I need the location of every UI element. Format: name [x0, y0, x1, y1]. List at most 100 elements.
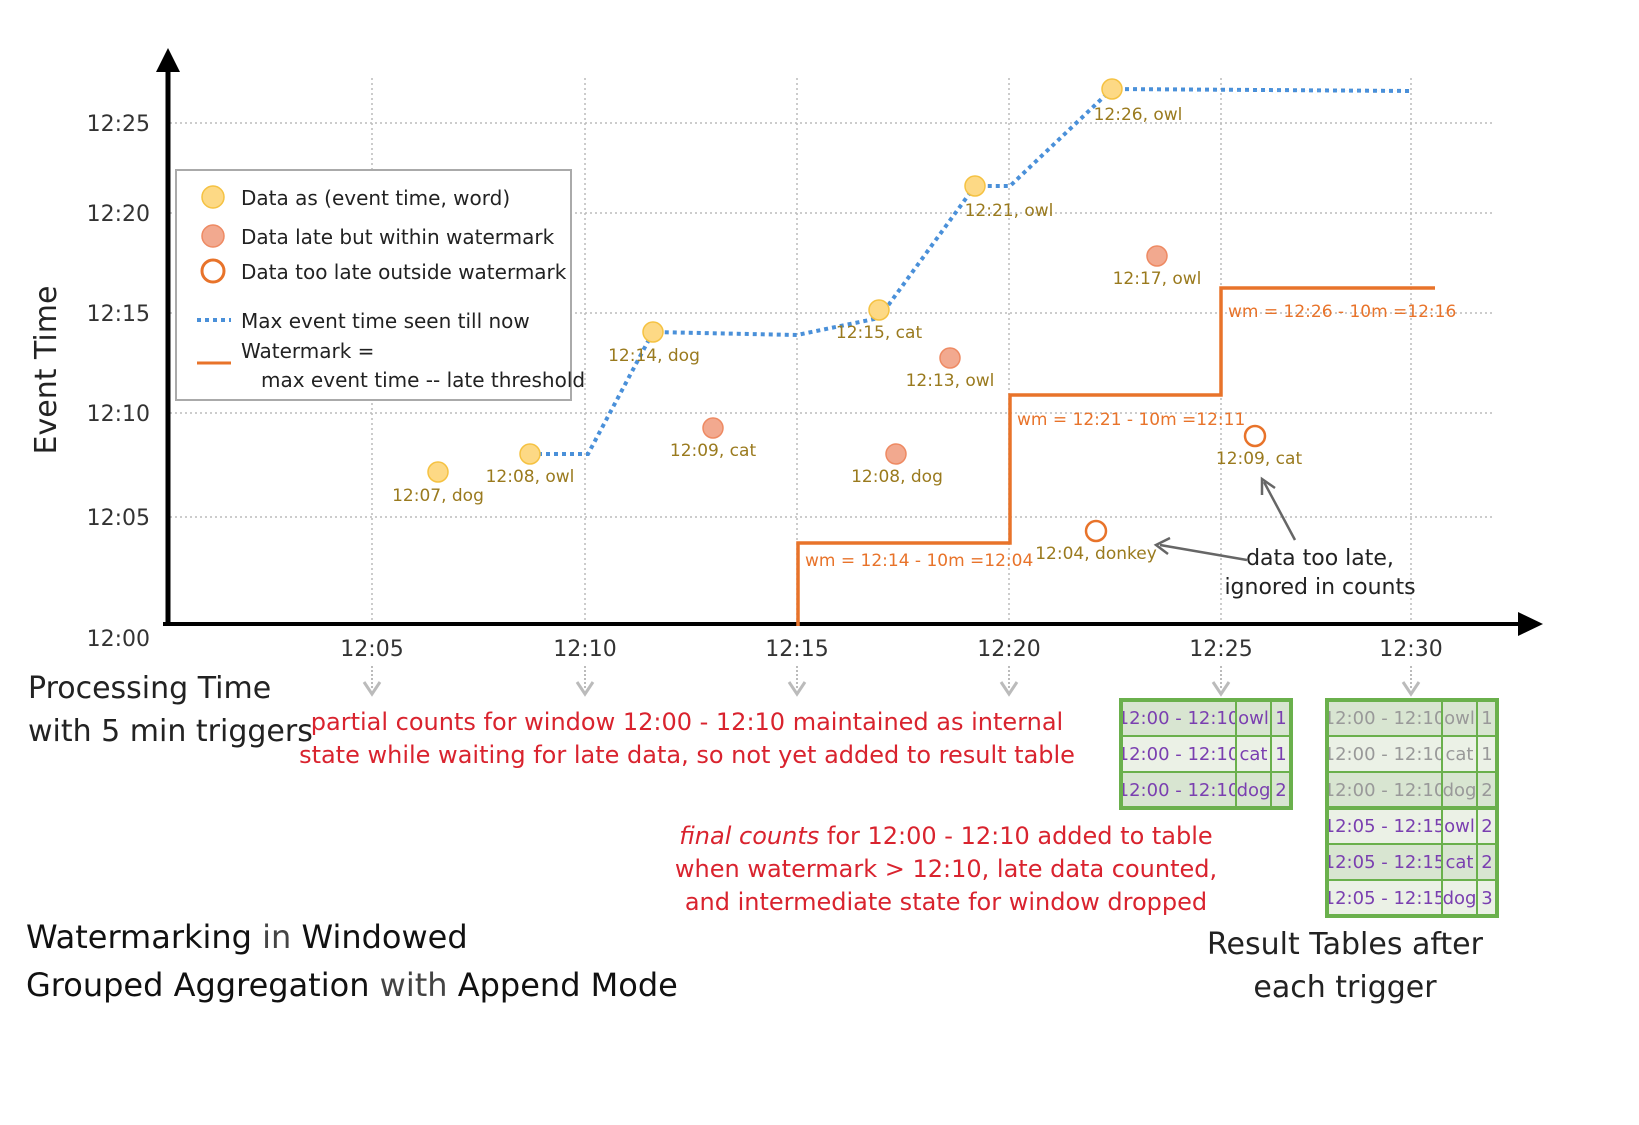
y-axis-label: Event Time [29, 286, 64, 455]
table-cell-text: 12:05 - 12:15 [1324, 888, 1446, 909]
table-cell-text: 12:00 - 12:10 [1324, 708, 1446, 729]
table-cell-text: 1 [1481, 708, 1492, 729]
trigger-arrow-icon [1211, 681, 1231, 697]
final-note-2: when watermark > 12:10, late data counte… [675, 855, 1217, 883]
final-rest: for 12:00 - 12:10 added to table [819, 822, 1212, 850]
event-label: 12:14, dog [608, 346, 700, 366]
final-emph: final counts [679, 822, 819, 850]
event-point-late-within [939, 347, 961, 369]
y-tick-label: 12:05 [87, 506, 150, 531]
too-late-arrow-1 [1159, 543, 1248, 562]
legend-watermark-2: max event time -- late threshold [261, 368, 585, 392]
event-label: 12:26, owl [1094, 105, 1183, 125]
table-cell [1120, 699, 1237, 737]
table-cell-text: 12:00 - 12:10 [1324, 780, 1446, 801]
legend-watermark-1: Watermark = [241, 339, 374, 363]
trigger-arrow-icon [575, 681, 595, 697]
x-tick-label: 12:10 [553, 637, 616, 662]
table-cell-text: 3 [1481, 888, 1492, 909]
event-point-too-late [1243, 424, 1267, 448]
x-tick-label: 12:05 [340, 637, 403, 662]
event-label: 12:07, dog [392, 486, 484, 506]
table-cell-text: 12:05 - 12:15 [1324, 816, 1446, 837]
table-cell-text: 2 [1481, 816, 1492, 837]
trigger-arrow-icon [1401, 681, 1421, 697]
title-w5: with [369, 966, 457, 1004]
watermark-label-1: wm = 12:14 - 10m =12:04 [805, 551, 1033, 571]
x-tick-label: 12:25 [1189, 637, 1252, 662]
legend-on-time: Data as (event time, word) [241, 186, 510, 210]
x-axis-arrow [1518, 612, 1543, 636]
table-cell-text: owl [1444, 708, 1475, 729]
event-point-late-within [702, 417, 724, 439]
table-cell-text: 12:00 - 12:10 [1118, 744, 1240, 765]
event-label: 12:15, cat [836, 323, 923, 343]
title-w1: Watermarking [26, 918, 252, 956]
legend-too-late-marker [200, 258, 226, 284]
max-event-time-line [530, 86, 1413, 456]
table-border [1119, 698, 1293, 810]
event-point-on-time [519, 443, 541, 465]
table-cell-text: dog [1237, 780, 1271, 801]
y-axis-arrow [156, 48, 180, 72]
partial-note-1: partial counts for window 12:00 - 12:10 … [311, 708, 1063, 736]
table-cell-text: cat [1446, 744, 1474, 765]
too-late-arrow-2 [1262, 481, 1297, 541]
y-tick-label: 12:15 [87, 302, 150, 327]
event-label: 12:09, cat [1216, 449, 1303, 469]
too-late-arrowhead-1 [1153, 536, 1171, 555]
legend-on-time-marker [201, 185, 225, 209]
event-point-late-within [1146, 245, 1168, 267]
title-w6: Append Mode [458, 966, 678, 1004]
table-cell-text: cat [1240, 744, 1268, 765]
legend-max-event: Max event time seen till now [241, 309, 530, 333]
event-point-too-late [1084, 519, 1108, 543]
trigger-arrow-icon [787, 681, 807, 697]
too-late-arrowhead-2 [1260, 476, 1276, 495]
y-tick-label: 12:20 [87, 202, 150, 227]
watermark-label-2: wm = 12:21 - 10m =12:11 [1017, 410, 1245, 430]
table-cell [1326, 735, 1443, 773]
partial-note-2: state while waiting for late data, so no… [299, 741, 1075, 769]
y-tick-label: 12:25 [87, 112, 150, 137]
final-note-1: final counts for 12:00 - 12:10 added to … [679, 822, 1212, 850]
table-cell-text: 12:00 - 12:10 [1118, 708, 1240, 729]
table-cell-text: 2 [1481, 852, 1492, 873]
table-cell-text: 2 [1275, 780, 1286, 801]
legend-late-within: Data late but within watermark [241, 225, 555, 249]
table-cell-text: 12:00 - 12:10 [1118, 780, 1240, 801]
table-cell [1441, 735, 1478, 773]
x-axis-label-line1: Processing Time [28, 671, 271, 706]
table-cell-text: dog [1443, 888, 1477, 909]
table-cell-text: owl [1444, 816, 1475, 837]
table-cell-text: 12:05 - 12:15 [1324, 852, 1446, 873]
title-w2: in [252, 918, 302, 956]
event-point-on-time [1101, 78, 1123, 100]
y-tick-label: 12:10 [87, 402, 150, 427]
table-cell-text: owl [1238, 708, 1269, 729]
event-point-on-time [427, 461, 449, 483]
table-cell [1235, 699, 1272, 737]
trigger-arrow-icon [999, 681, 1019, 697]
y-tick-label: 12:00 [87, 627, 150, 652]
watermark-label-3: wm = 12:26 - 10m =12:16 [1228, 302, 1456, 322]
event-label: 12:04, donkey [1035, 544, 1157, 564]
legend-late-marker [201, 224, 225, 248]
table-cell-text: 1 [1481, 744, 1492, 765]
event-point-on-time [642, 321, 664, 343]
table-cell-text: dog [1443, 780, 1477, 801]
event-label: 12:08, owl [486, 467, 575, 487]
trigger-arrow-icon [362, 681, 382, 697]
tables-caption-2: each trigger [1253, 970, 1437, 1005]
x-tick-label: 12:20 [977, 637, 1040, 662]
table-cell-text: cat [1446, 852, 1474, 873]
watermark-line [796, 286, 1435, 626]
x-axis-label-line2: with 5 min triggers [28, 714, 313, 749]
table-cell-text: 1 [1275, 744, 1286, 765]
title-w4: Grouped Aggregation [26, 966, 369, 1004]
x-tick-label: 12:30 [1379, 637, 1442, 662]
event-label: 12:08, dog [851, 467, 943, 487]
final-note-3: and intermediate state for window droppe… [685, 888, 1207, 916]
